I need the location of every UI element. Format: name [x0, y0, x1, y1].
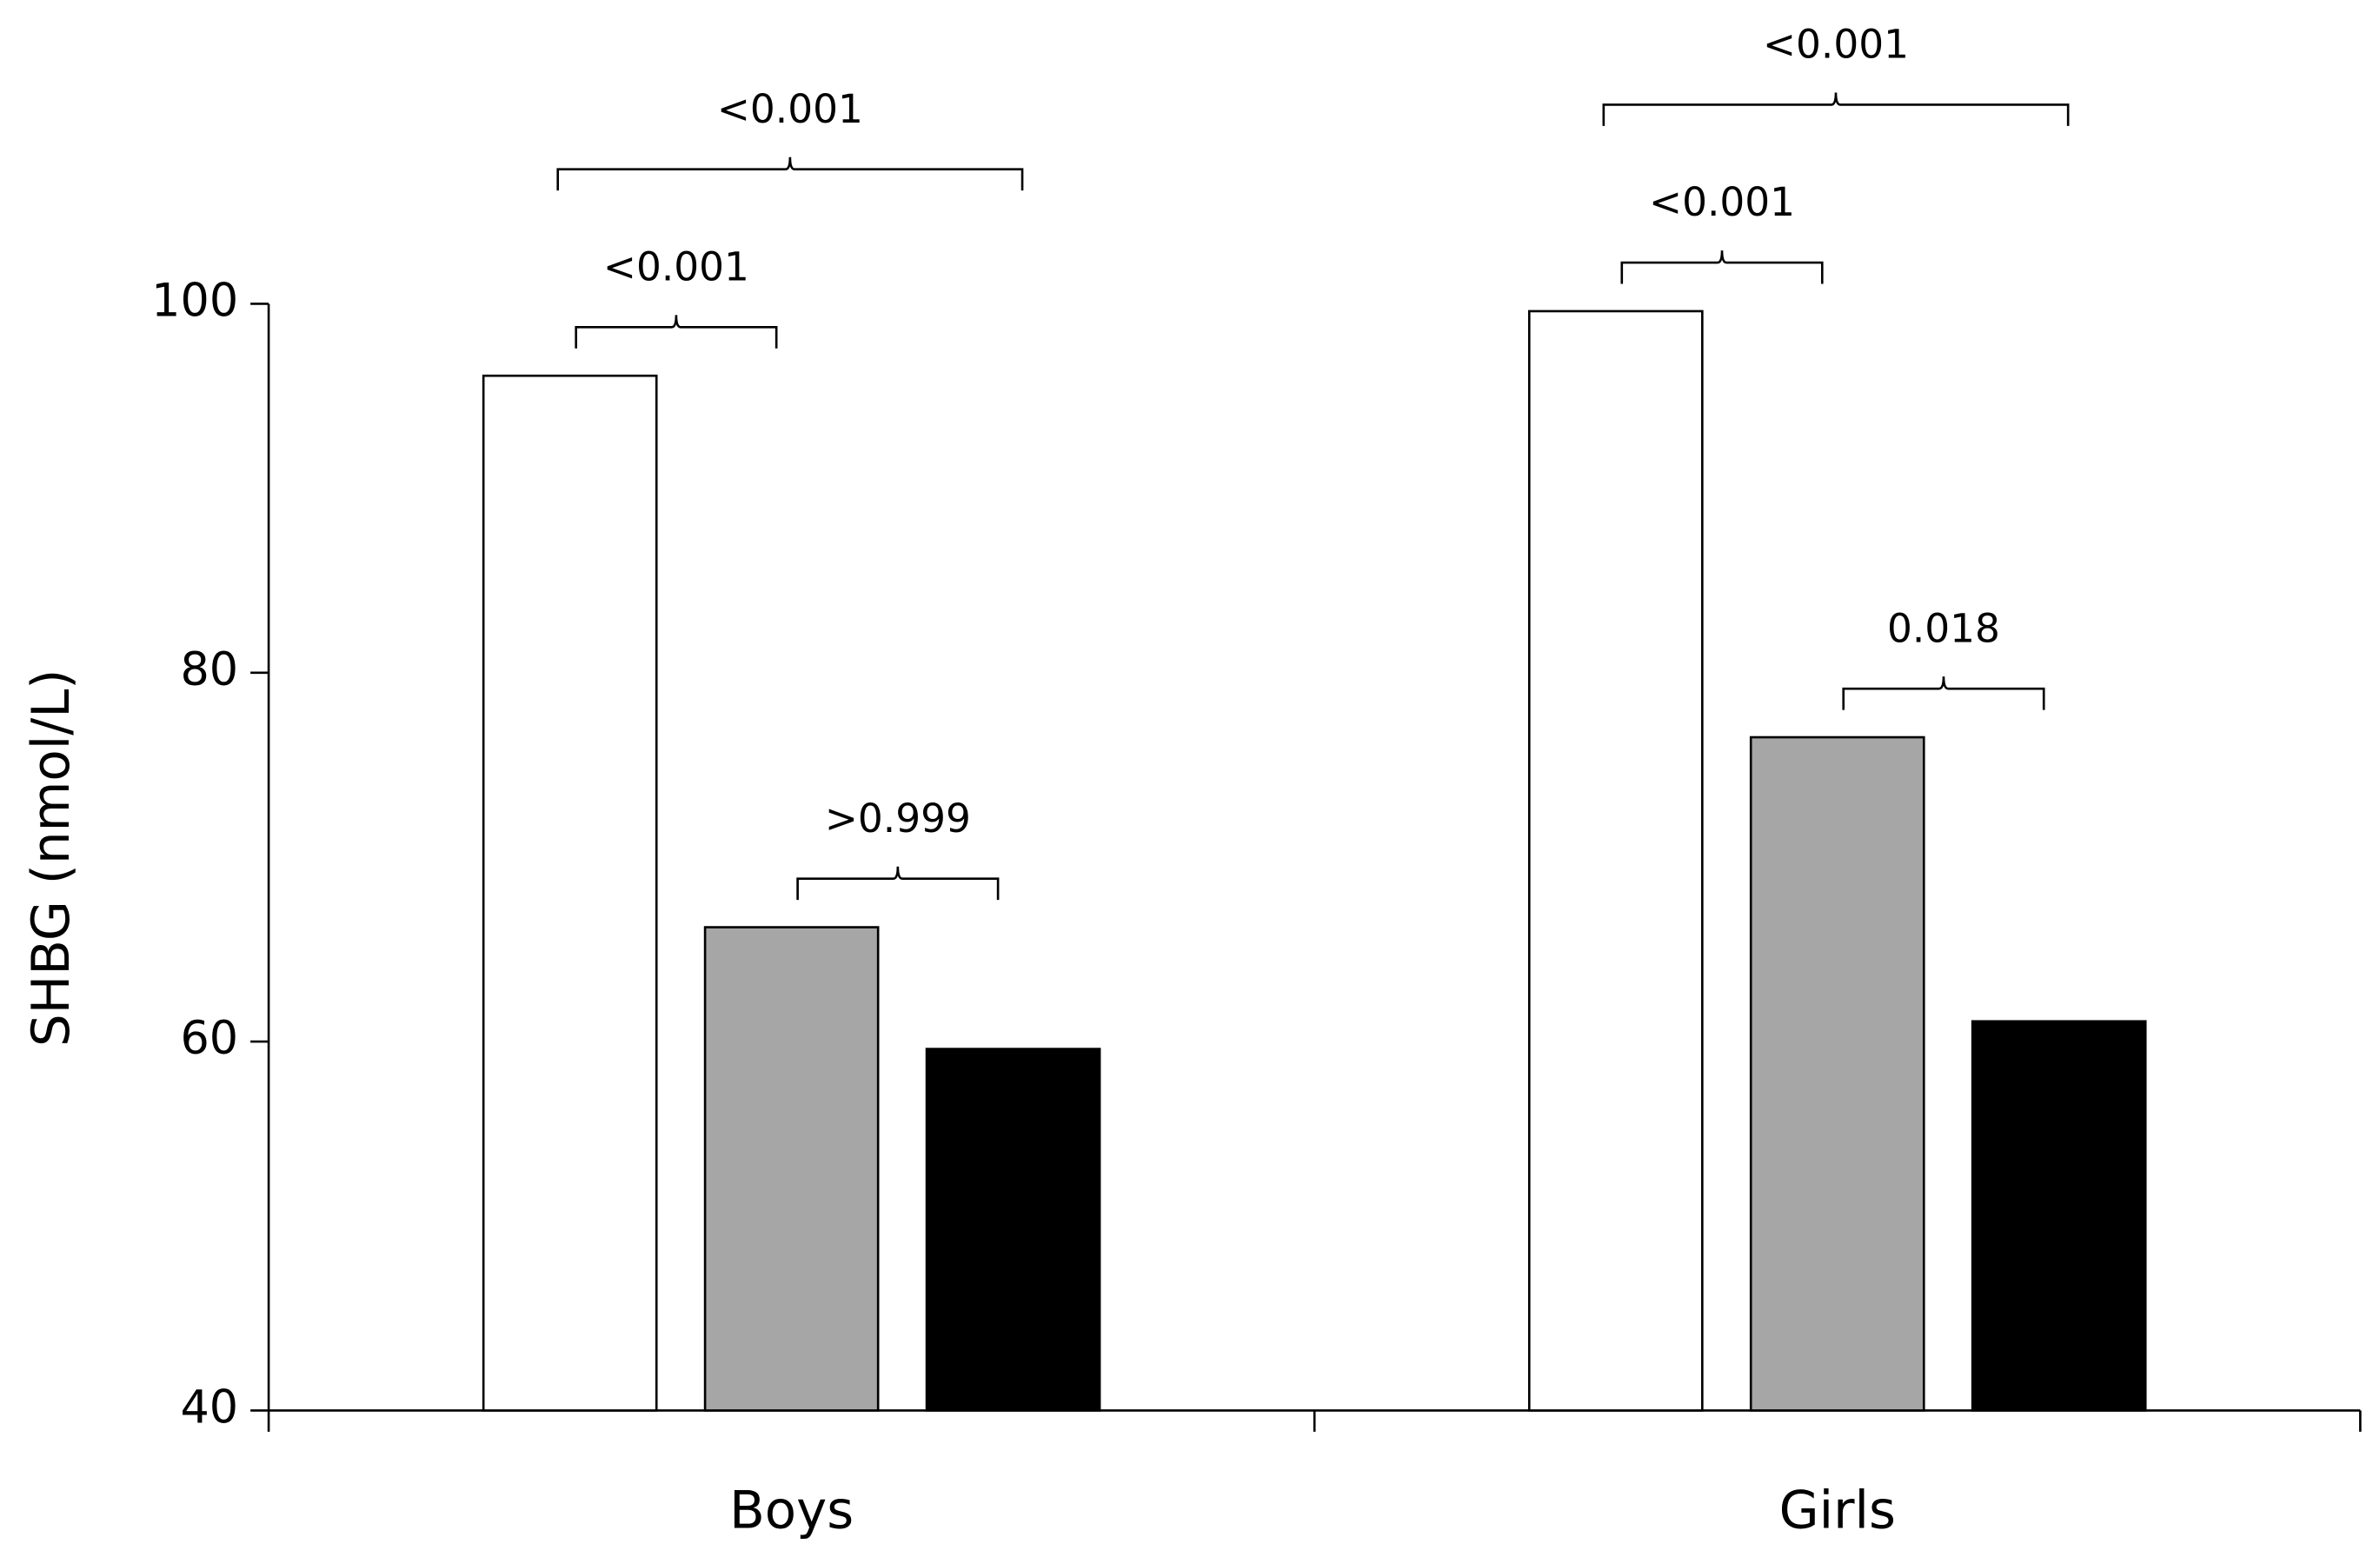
y-tick-label: 60 — [180, 1012, 238, 1065]
y-tick-label: 100 — [151, 274, 238, 327]
annotation: >0.999 — [825, 795, 971, 842]
bracket — [1620, 250, 1824, 284]
y-tick-label: 40 — [180, 1381, 238, 1434]
bar — [925, 1048, 1101, 1412]
x-tick-label: Girls — [1779, 1480, 1896, 1540]
bracket — [796, 866, 1000, 901]
bracket — [1842, 676, 2045, 710]
bar — [1527, 309, 1704, 1412]
annotation: 0.018 — [1887, 605, 2000, 651]
bracket — [1602, 92, 2070, 126]
bar — [1749, 735, 1925, 1412]
annotation: <0.001 — [717, 86, 863, 132]
bar — [1971, 1020, 2147, 1412]
annotation: <0.001 — [603, 243, 749, 290]
annotation: <0.001 — [1649, 179, 1795, 225]
bar — [482, 374, 658, 1412]
bracket — [575, 315, 778, 349]
bracket — [556, 156, 1024, 191]
bar — [703, 926, 880, 1412]
annotation: <0.001 — [1763, 22, 1909, 68]
y-tick-label: 80 — [180, 643, 238, 696]
y-axis-label: SHBG (nmol/L) — [21, 669, 81, 1048]
x-tick-label: Boys — [729, 1480, 854, 1540]
